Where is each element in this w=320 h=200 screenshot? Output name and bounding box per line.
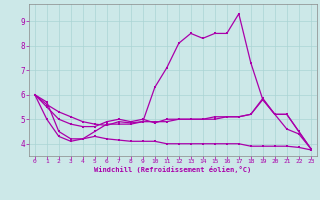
X-axis label: Windchill (Refroidissement éolien,°C): Windchill (Refroidissement éolien,°C)	[94, 166, 252, 173]
